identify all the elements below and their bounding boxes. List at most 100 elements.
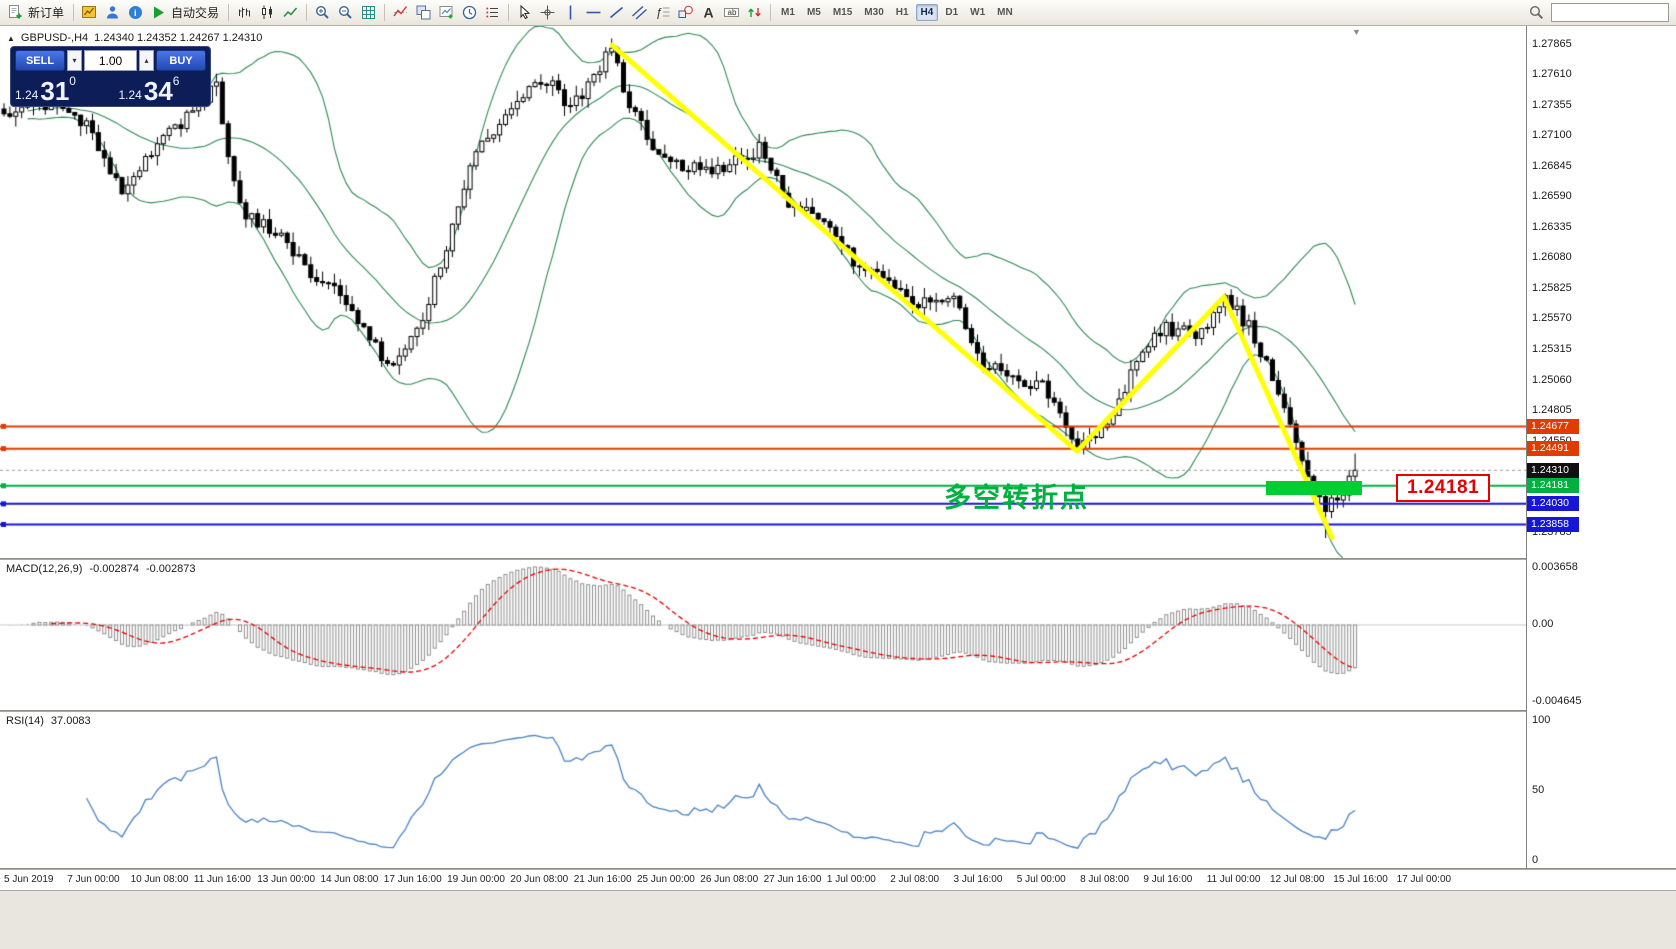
timeframe-m5[interactable]: M5 — [806, 7, 821, 18]
shapes-icon[interactable] — [674, 2, 697, 23]
grid-icon[interactable] — [357, 2, 380, 23]
time-axis-label: 2 Jul 08:00 — [890, 874, 940, 885]
hline-icon[interactable] — [582, 2, 605, 23]
new-order-icon[interactable] — [4, 2, 27, 23]
volume-increase-button[interactable]: ▴ — [139, 50, 154, 71]
price-axis-label: 1.25315 — [1532, 342, 1572, 355]
clock-icon[interactable] — [458, 2, 481, 23]
cursor-icon[interactable] — [513, 2, 536, 23]
time-axis-label: 26 Jun 08:00 — [700, 874, 759, 885]
time-axis-label: 1 Jul 00:00 — [826, 874, 876, 885]
svg-text:i: i — [134, 8, 137, 18]
time-axis-label: 17 Jul 00:00 — [1396, 874, 1452, 885]
price-level-badge: 1.24677 — [1527, 418, 1579, 434]
autotrade-icon[interactable] — [147, 2, 170, 23]
chart-shift-marker[interactable]: ▼ — [1352, 27, 1361, 37]
time-axis-label: 21 Jun 16:00 — [573, 874, 632, 885]
time-axis-label: 19 Jun 00:00 — [447, 874, 505, 885]
timeframe-m1[interactable]: M1 — [781, 7, 795, 18]
data-window-icon[interactable]: i — [124, 2, 147, 23]
time-axis-label: 11 Jun 16:00 — [193, 874, 251, 885]
indicators-icon[interactable] — [389, 2, 412, 23]
new-chart-icon[interactable] — [435, 2, 458, 23]
text-icon[interactable]: A — [697, 2, 720, 23]
price-level-badge: 1.24030 — [1527, 496, 1579, 512]
toolbar-separator — [770, 4, 772, 21]
toolbar-separator — [384, 4, 386, 21]
time-axis-label: 25 Jun 00:00 — [637, 874, 695, 885]
timeframe-h4[interactable]: H4 — [915, 4, 939, 21]
candle-chart-icon[interactable] — [256, 2, 279, 23]
search-icon — [1525, 2, 1548, 23]
line-chart-icon[interactable] — [279, 2, 302, 23]
toolbar-separator — [306, 4, 308, 21]
toolbar-search — [1525, 2, 1672, 23]
timeframe-m15[interactable]: M15 — [832, 7, 853, 18]
current-price-badge: 1.24310 — [1527, 462, 1579, 478]
search-input[interactable] — [1551, 3, 1669, 22]
time-axis-label: 27 Jun 16:00 — [763, 874, 822, 885]
time-axis-label: 7 Jun 00:00 — [67, 874, 120, 885]
bar-chart-icon[interactable] — [233, 2, 256, 23]
timeframe-w1[interactable]: W1 — [970, 7, 986, 18]
time-axis-label: 10 Jun 08:00 — [130, 874, 189, 885]
timeframe-d1[interactable]: D1 — [945, 7, 959, 18]
zoom-in-icon[interactable] — [311, 2, 334, 23]
time-axis-label: 3 Jul 16:00 — [953, 874, 1003, 885]
tile-windows-icon[interactable] — [412, 2, 435, 23]
rsi-label: RSI(14) 37.0083 — [6, 715, 91, 727]
pane-separator[interactable] — [0, 558, 1676, 560]
toolbar-label: 自动交易 — [171, 6, 220, 20]
symbol-name: GBPUSD-,H4 — [20, 32, 89, 44]
label-icon[interactable]: ab — [720, 2, 743, 23]
ask-price[interactable]: 1.24 34 6 — [118, 74, 180, 106]
channel-icon[interactable] — [628, 2, 651, 23]
price-axis-label: 1.26335 — [1532, 220, 1572, 233]
timeframe-h1[interactable]: H1 — [895, 7, 909, 18]
timeframe-m30[interactable]: M30 — [864, 7, 884, 18]
buy-button[interactable]: BUY — [156, 50, 206, 71]
chart-window-icon[interactable] — [78, 2, 101, 23]
crosshair-icon[interactable] — [536, 2, 559, 23]
arrows-icon[interactable] — [743, 2, 766, 23]
trendline-icon[interactable] — [605, 2, 628, 23]
price-axis-label: 1.26080 — [1532, 251, 1572, 264]
price-axis-label: 1.24805 — [1532, 404, 1572, 417]
time-axis-label: 5 Jul 00:00 — [1016, 874, 1066, 885]
time-axis-label: 8 Jul 08:00 — [1080, 874, 1130, 885]
highlight-rectangle[interactable] — [1266, 481, 1362, 495]
indicator-scale-label: 50 — [1532, 784, 1545, 796]
price-axis-label: 1.25825 — [1532, 281, 1572, 294]
pane-separator[interactable] — [0, 710, 1676, 712]
bid-price[interactable]: 1.24 31 0 — [15, 74, 76, 106]
symbol-header: ▲ GBPUSD-,H4 1.24340 1.24352 1.24267 1.2… — [7, 32, 262, 44]
list-icon[interactable] — [481, 2, 504, 23]
sell-button[interactable]: SELL — [15, 50, 65, 71]
time-axis-label: 11 Jul 00:00 — [1206, 874, 1261, 885]
price-tag-annotation[interactable]: 1.24181 — [1396, 474, 1491, 502]
turning-point-annotation[interactable]: 多空转折点 — [944, 483, 1089, 513]
time-axis: 5 Jun 2019 7 Jun 00:00 10 Jun 08:00 11 Jun … — [0, 870, 1676, 890]
price-axis-label: 1.27355 — [1532, 98, 1572, 111]
time-axis-label: 20 Jun 08:00 — [510, 874, 569, 885]
profiles-icon[interactable] — [101, 2, 124, 23]
svg-text:ab: ab — [728, 8, 737, 17]
chart-window: ▲ GBPUSD-,H4 1.24340 1.24352 1.24267 1.2… — [0, 26, 1676, 890]
timeframe-mn[interactable]: MN — [997, 7, 1013, 18]
zoom-out-icon[interactable] — [334, 2, 357, 23]
pane-separator[interactable] — [0, 868, 1676, 870]
toolbar-separator — [228, 4, 230, 21]
time-axis-label: 5 Jun 2019 — [4, 874, 54, 885]
macd-label: MACD(12,26,9) -0.002874 -0.002873 — [6, 563, 196, 575]
vline-icon[interactable] — [559, 2, 582, 23]
price-chart-canvas[interactable] — [0, 26, 1526, 868]
price-axis: 1.27865 1.27610 1.27355 1.27100 1.26845 1.265… — [1526, 26, 1676, 868]
price-axis-label: 1.25570 — [1532, 312, 1572, 325]
fibo-icon[interactable]: ƒ — [651, 2, 674, 23]
toolbar-label: 新订单 — [28, 6, 65, 20]
indicator-scale-label: 100 — [1532, 714, 1551, 726]
price-axis-label: 1.26845 — [1532, 159, 1572, 172]
volume-input[interactable] — [84, 50, 137, 71]
volume-decrease-button[interactable]: ▾ — [67, 50, 82, 71]
